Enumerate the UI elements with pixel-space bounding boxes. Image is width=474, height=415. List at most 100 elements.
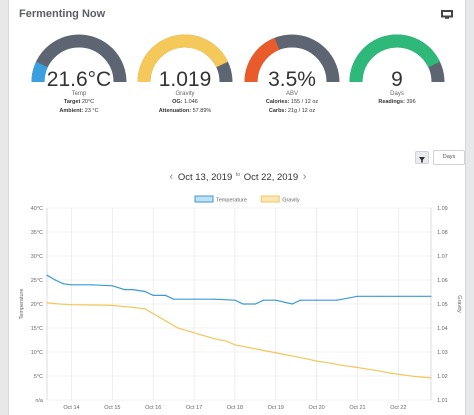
data-point-gravity	[352, 366, 354, 368]
data-point-gravity	[283, 353, 285, 355]
data-point-temperature	[377, 295, 379, 297]
data-point-gravity	[365, 368, 367, 370]
gauge-detail: Calories: 155 / 12 oz	[265, 99, 319, 105]
gauge-detail: Ambient: 23 °C	[59, 108, 99, 114]
data-point-temperature	[62, 283, 64, 285]
x-tick-label: Oct 14	[63, 405, 79, 411]
gauge-label: ABV	[285, 91, 298, 97]
data-point-gravity	[152, 313, 154, 315]
data-point-gravity	[246, 346, 248, 348]
gauge-arc	[349, 34, 445, 83]
data-point-gravity	[401, 374, 403, 376]
panel-title: Fermenting Now	[19, 8, 106, 20]
y-tick-label: 40°C	[31, 206, 43, 212]
data-point-gravity	[414, 375, 416, 378]
data-point-temperature	[356, 295, 359, 297]
y2-tick-label: 1.02	[437, 374, 448, 380]
data-point-gravity	[389, 372, 391, 374]
x-tick-label: Oct 15	[104, 405, 120, 411]
data-point-temperature	[234, 299, 236, 301]
gauge-gravity: 1.019 Gravity OG: 1.046 Attenuation: 57.…	[135, 32, 235, 114]
data-point-gravity	[132, 306, 134, 308]
gauge-temp: 21.6°C Temp Target 20°C Ambient: 23 °C	[29, 32, 129, 114]
y2-tick-label: 1.07	[437, 254, 448, 260]
data-point-temperature	[152, 294, 154, 296]
y2-tick-label: 1.05	[437, 302, 448, 308]
y-tick-label: 10°C	[31, 350, 43, 356]
data-point-gravity	[340, 364, 342, 366]
data-point-temperature	[418, 295, 420, 297]
gauge-label: Temp	[71, 91, 87, 97]
gauge-arc	[244, 34, 340, 83]
chevron-left-icon[interactable]: ‹	[169, 171, 174, 183]
data-point-temperature	[46, 274, 48, 276]
x-tick-label: Oct 17	[186, 405, 202, 411]
gauge-days: 9 Days Readings: 396	[347, 32, 447, 105]
data-point-temperature	[262, 299, 265, 301]
chevron-right-icon[interactable]: ›	[302, 171, 307, 183]
series-line-gravity	[46, 302, 432, 379]
legend-label-temperature: Temperature	[216, 198, 247, 204]
gauge-detail: Attenuation: 57.89%	[158, 108, 212, 114]
data-point-temperature	[91, 284, 93, 286]
data-point-temperature	[242, 303, 244, 305]
y2-tick-label: 1.08	[437, 230, 448, 236]
legend-swatch-temperature	[194, 195, 214, 203]
date-from: Oct 13, 2019	[177, 172, 233, 183]
x-tick-label: Oct 16	[145, 405, 161, 411]
data-point-temperature	[70, 284, 73, 286]
gauge-label: Gravity	[175, 91, 195, 97]
data-point-gravity	[234, 344, 236, 346]
gauge-detail: OG: 1.046	[172, 99, 198, 105]
gauge-value: 1.019	[158, 68, 212, 91]
y-tick-label: 20°C	[31, 302, 43, 308]
data-point-gravity	[271, 351, 273, 353]
x-tick-label: Oct 18	[227, 405, 243, 411]
gauge-fill	[244, 37, 280, 83]
data-point-temperature	[291, 303, 293, 305]
data-point-gravity	[144, 308, 146, 310]
data-point-temperature	[213, 298, 216, 300]
gauge-detail: Readings: 396	[378, 99, 416, 105]
data-point-temperature	[124, 289, 126, 291]
y-axis-title: Temperature	[19, 289, 25, 320]
data-point-temperature	[299, 299, 301, 301]
data-point-gravity	[70, 304, 73, 306]
x-tick-label: Oct 20	[309, 405, 325, 411]
filter-icon	[419, 157, 425, 163]
y2-axis-title: Gravity	[456, 295, 462, 313]
x-tick-label: Oct 22	[390, 405, 406, 411]
data-point-temperature	[275, 299, 277, 301]
y2-tick-label: 1.06	[437, 278, 448, 284]
gauge-arc	[137, 34, 233, 83]
data-point-gravity	[177, 327, 179, 329]
data-point-temperature	[173, 298, 175, 300]
data-point-gravity	[46, 302, 48, 304]
monitor-icon[interactable]	[441, 10, 453, 19]
range-select[interactable]: Days	[433, 150, 465, 165]
gauge-fill	[31, 61, 48, 83]
data-point-temperature	[336, 299, 338, 301]
data-point-gravity	[377, 370, 379, 372]
gauge-arc	[31, 34, 127, 83]
y-tick-label: 15°C	[31, 326, 43, 332]
data-point-temperature	[430, 295, 432, 297]
y2-tick-label: 1.04	[437, 326, 448, 332]
gauge-abv: 3.5% ABV Calories: 155 / 12 oz Carbs: 21…	[242, 32, 342, 114]
date-range-nav: ‹ Oct 13, 2019 to Oct 22, 2019 ›	[9, 171, 467, 183]
fermenting-panel: Fermenting Now 21.6°C Temp Target 20°C A…	[8, 0, 466, 415]
data-point-temperature	[164, 294, 167, 296]
legend-swatch-gravity	[260, 195, 280, 203]
gauge-label: Days	[390, 91, 404, 97]
data-point-gravity	[328, 362, 330, 364]
x-tick-label: Oct 19	[268, 405, 284, 411]
data-point-gravity	[91, 304, 93, 306]
data-point-temperature	[316, 299, 318, 301]
y-tick-label: 5°C	[34, 374, 43, 380]
gauge-fill	[349, 34, 440, 83]
legend-label-gravity: Gravity	[282, 198, 300, 204]
filter-button[interactable]	[415, 151, 429, 164]
data-point-gravity	[189, 331, 191, 333]
y-tick-label: 30°C	[31, 254, 43, 260]
data-point-gravity	[430, 377, 432, 379]
